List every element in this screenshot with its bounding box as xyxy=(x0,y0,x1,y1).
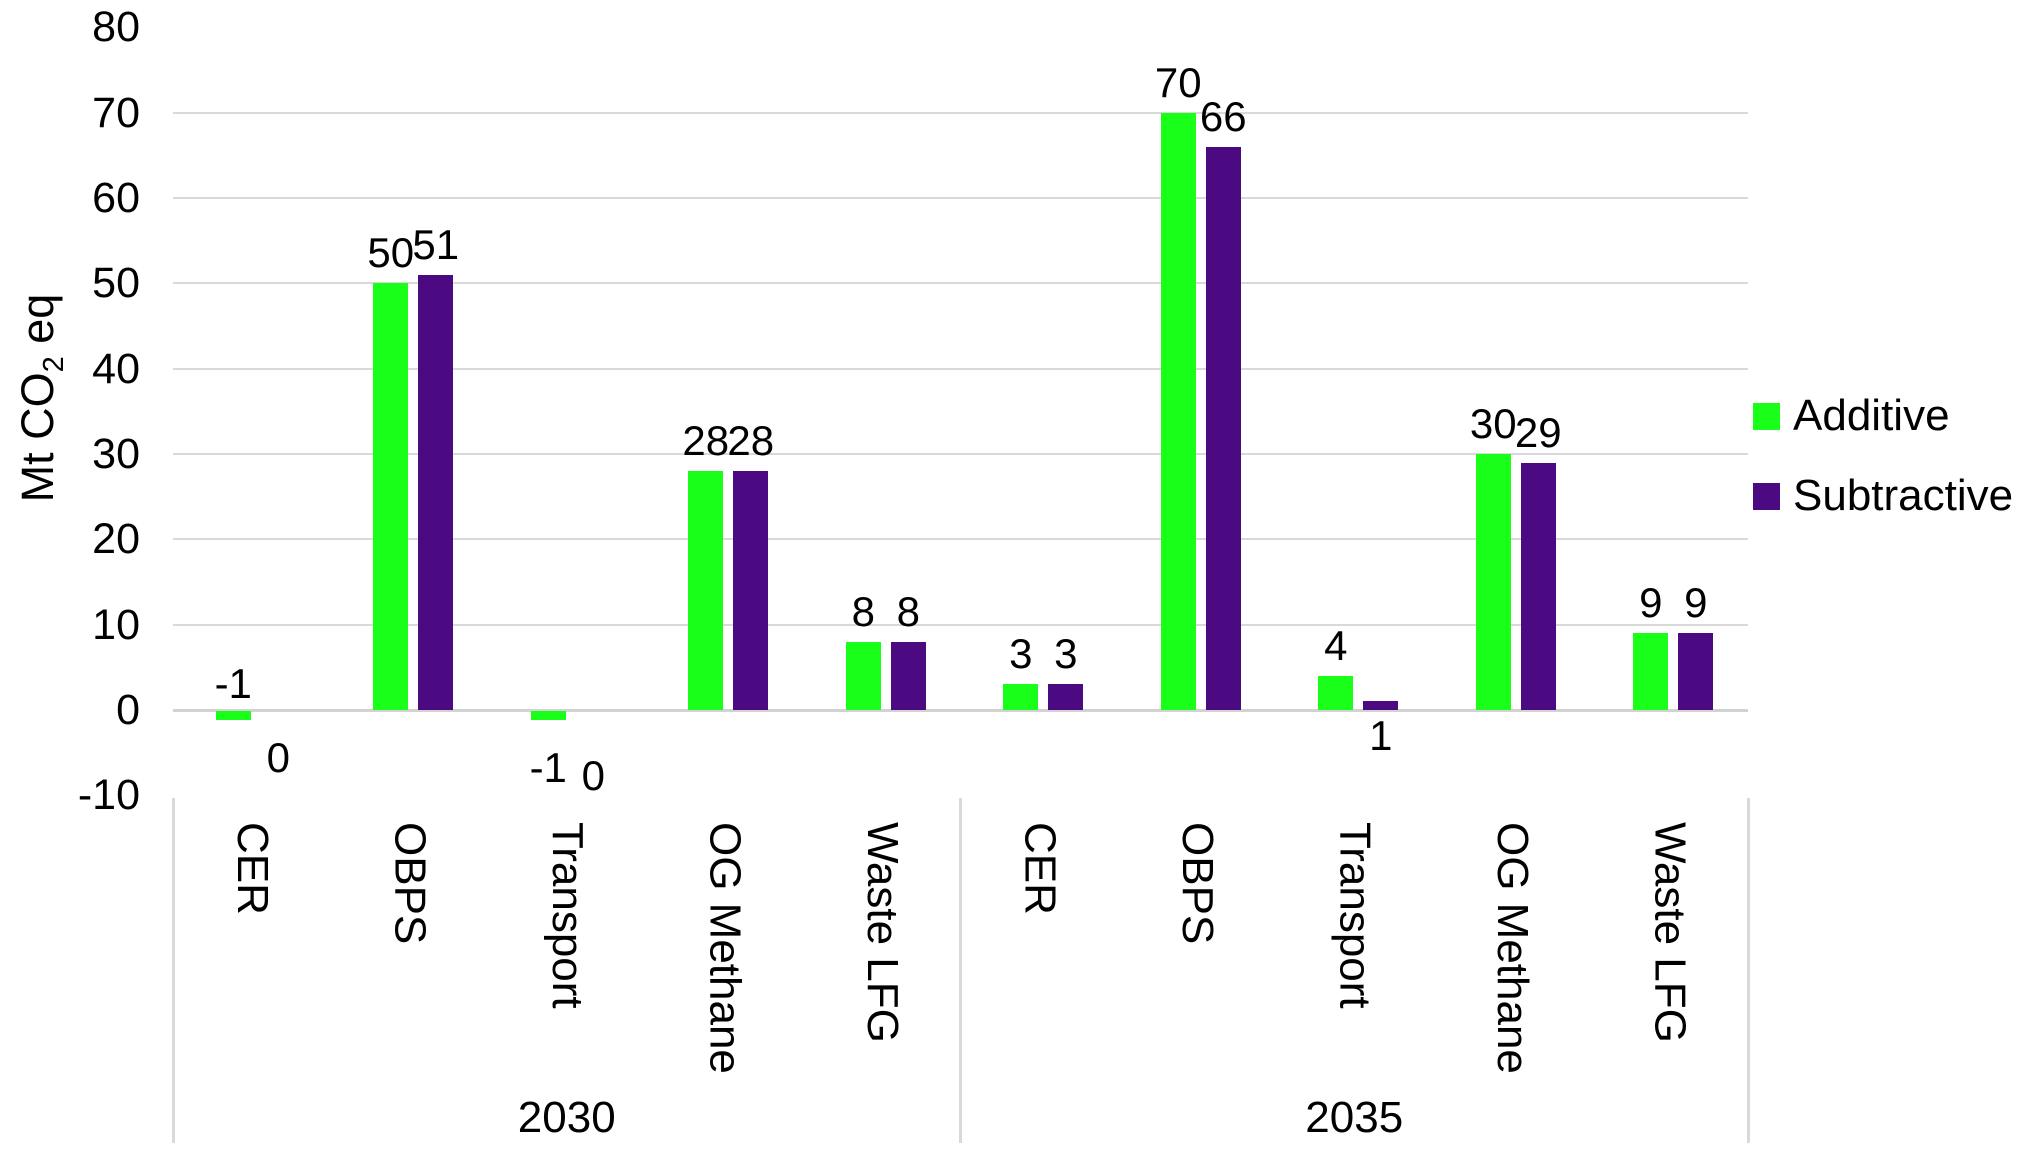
bar-subtractive xyxy=(418,274,454,710)
data-label-additive: 8 xyxy=(851,587,875,635)
data-label-additive: 70 xyxy=(1154,58,1202,106)
data-label-subtractive: 1 xyxy=(1369,712,1393,759)
data-label-additive: 50 xyxy=(367,229,415,277)
legend-label-additive: Additive xyxy=(1793,391,1950,440)
data-label-additive: 28 xyxy=(682,417,730,465)
legend-label-subtractive: Subtractive xyxy=(1793,471,2014,520)
gridline xyxy=(173,453,1748,455)
data-label-additive: 3 xyxy=(1009,630,1033,678)
bar-additive xyxy=(688,471,724,710)
data-label-subtractive: 66 xyxy=(1199,92,1247,140)
bar-subtractive xyxy=(1048,684,1084,710)
category-label: OG Methane xyxy=(1487,822,1537,1074)
y-axis-tick-label: 70 xyxy=(92,88,140,137)
y-axis-tick-label: 40 xyxy=(92,344,140,393)
category-label: CER xyxy=(227,822,277,915)
bar-additive xyxy=(1633,633,1669,710)
axis-separator xyxy=(1746,798,1750,1143)
x-axis-line xyxy=(173,708,1748,712)
data-label-additive: -1 xyxy=(214,660,252,707)
y-axis-tick-label: -10 xyxy=(77,771,140,820)
bar-additive xyxy=(530,711,566,720)
gridline xyxy=(173,111,1748,114)
y-axis-tick-label: 10 xyxy=(92,600,140,649)
data-label-subtractive: 0 xyxy=(581,752,605,799)
data-label-subtractive: 0 xyxy=(266,734,290,781)
category-label: Waste LFG xyxy=(857,822,907,1043)
bar-additive xyxy=(845,641,881,710)
bar-subtractive xyxy=(733,471,769,710)
y-axis-tick-label: 30 xyxy=(92,430,140,478)
category-label: Transport xyxy=(542,822,592,1009)
data-label-additive: -1 xyxy=(529,744,567,791)
category-label: Transport xyxy=(1330,822,1380,1009)
y-axis-tick-label: 50 xyxy=(92,259,140,308)
data-label-additive: 9 xyxy=(1639,579,1663,627)
legend-item-subtractive: Subtractive xyxy=(1753,472,2013,520)
bar-subtractive xyxy=(890,641,926,710)
gridline xyxy=(173,538,1748,541)
gridline xyxy=(173,197,1748,199)
data-label-additive: 4 xyxy=(1324,621,1348,669)
axis-separator xyxy=(171,798,175,1143)
bar-additive xyxy=(373,283,409,710)
axis-separator xyxy=(959,798,962,1143)
gridline xyxy=(173,367,1748,370)
data-label-subtractive: 28 xyxy=(727,417,775,465)
bar-additive xyxy=(1160,112,1196,710)
legend-item-additive: Additive xyxy=(1753,392,2013,440)
y-axis-tick-label: 0 xyxy=(116,686,140,734)
y-axis-tick-label: 60 xyxy=(92,174,140,222)
category-label: Waste LFG xyxy=(1645,822,1695,1043)
bar-subtractive xyxy=(1205,146,1241,710)
gridline xyxy=(173,623,1748,626)
y-axis-tick-label: 20 xyxy=(92,515,140,564)
data-label-subtractive: 29 xyxy=(1514,408,1562,456)
legend-swatch-subtractive xyxy=(1753,482,1780,510)
data-label-additive: 30 xyxy=(1469,400,1517,447)
y-axis-tick-label: 80 xyxy=(92,3,140,52)
bar-additive xyxy=(1475,454,1511,710)
data-label-subtractive: 8 xyxy=(896,587,920,635)
bar-subtractive xyxy=(1363,701,1399,710)
bar-additive xyxy=(1003,684,1039,710)
category-label: OBPS xyxy=(385,822,435,945)
bar-additive xyxy=(215,711,251,720)
legend: Additive Subtractive xyxy=(1753,392,2013,552)
data-label-subtractive: 3 xyxy=(1054,630,1078,678)
group-label: 2030 xyxy=(517,1093,616,1142)
category-label: OBPS xyxy=(1172,822,1222,945)
data-label-subtractive: 9 xyxy=(1684,579,1708,627)
group-label: 2035 xyxy=(1305,1093,1404,1142)
bar-subtractive xyxy=(1678,633,1714,710)
category-label: OG Methane xyxy=(700,822,750,1074)
bar-additive xyxy=(1318,675,1354,710)
category-label: CER xyxy=(1015,822,1065,915)
gridline xyxy=(173,282,1748,285)
legend-swatch-additive xyxy=(1753,402,1780,430)
bar-subtractive xyxy=(1520,462,1556,710)
data-label-subtractive: 51 xyxy=(412,220,460,268)
